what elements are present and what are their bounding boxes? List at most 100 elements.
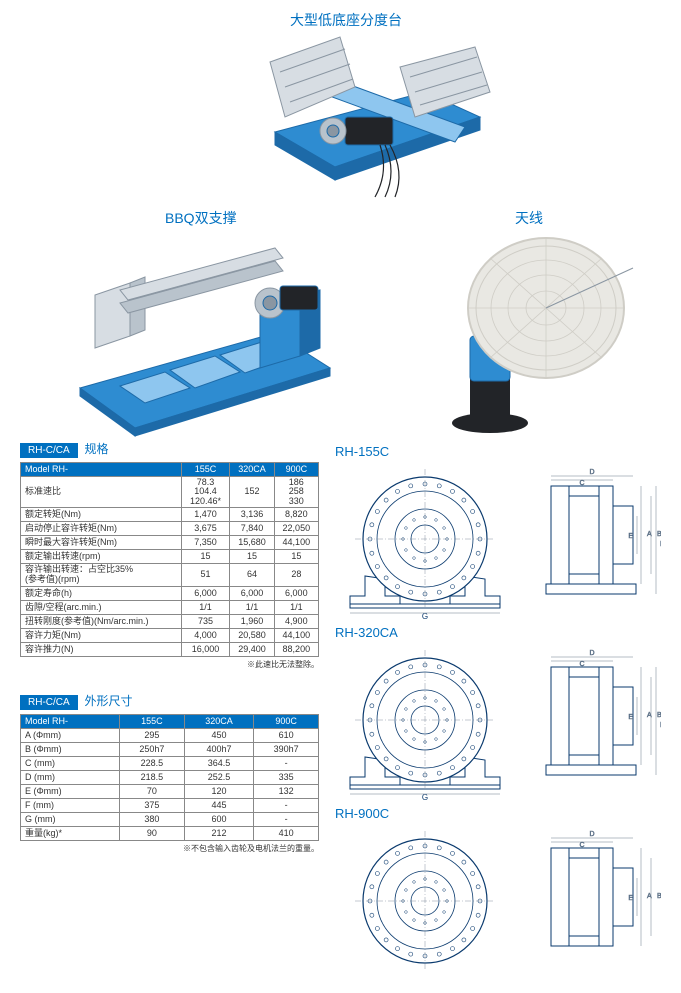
svg-text:G: G	[422, 793, 428, 802]
row-label: 额定转矩(Nm)	[21, 508, 182, 522]
dim-section-head: RH-C/CA 外形尺寸	[20, 692, 319, 710]
spec-subtitle: 规格	[84, 442, 108, 456]
table-row: 重量(kg)*90212410	[21, 827, 319, 841]
spec-table: Model RH-155C320CA900C 标准速比78.3104.4120.…	[20, 462, 319, 657]
cell: 44,100	[274, 629, 318, 643]
illus-right-label: 天线	[515, 208, 543, 228]
cell: 15	[230, 550, 274, 564]
table-row: G (mm)380600-	[21, 813, 319, 827]
cell: 228.5	[119, 757, 184, 771]
cell: 364.5	[184, 757, 254, 771]
cell: 29,400	[230, 643, 274, 657]
cell: 152	[230, 477, 274, 508]
table-row: 额定输出转速(rpm)151515	[21, 550, 319, 564]
row-label: 标准速比	[21, 477, 182, 508]
cell: 44,100	[274, 536, 318, 550]
cell: -	[254, 757, 319, 771]
cell: 380	[119, 813, 184, 827]
cell: 400h7	[184, 743, 254, 757]
cell: 295	[119, 729, 184, 743]
cell: -	[254, 799, 319, 813]
col-155C: 155C	[119, 715, 184, 729]
cell: 7,840	[230, 522, 274, 536]
row-label: 容许输出转速：占空比35% (参考值)(rpm)	[21, 564, 182, 587]
spec-footnote: ※此速比无法整除。	[20, 659, 319, 670]
diagram-label: RH-900C	[335, 806, 661, 821]
cell: 15	[181, 550, 230, 564]
row-label: F (mm)	[21, 799, 120, 813]
table-row: 启动停止容许转矩(Nm)3,6757,84022,050	[21, 522, 319, 536]
cell: 335	[254, 771, 319, 785]
cell: 250h7	[119, 743, 184, 757]
illustrations-area: 大型低底座分度台	[20, 10, 661, 440]
cell: 186258330	[274, 477, 318, 508]
row-label: 额定寿命(h)	[21, 587, 182, 601]
svg-text:E: E	[628, 895, 633, 902]
cell: 390h7	[254, 743, 319, 757]
diagram-row: G D C A B E F	[335, 461, 661, 621]
dim-table: Model RH-155C320CA900C A (Φmm)295450610B…	[20, 714, 319, 841]
illus-left	[75, 228, 335, 438]
cell: 610	[254, 729, 319, 743]
svg-text:C: C	[579, 480, 584, 487]
spec-tag: RH-C/CA	[20, 443, 78, 458]
col-320CA: 320CA	[230, 463, 274, 477]
cell: 51	[181, 564, 230, 587]
cell: 212	[184, 827, 254, 841]
spec-section-head: RH-C/CA 规格	[20, 440, 319, 458]
dim-tag: RH-C/CA	[20, 695, 78, 710]
cell: 64	[230, 564, 274, 587]
cell: 15,680	[230, 536, 274, 550]
svg-text:C: C	[579, 661, 584, 668]
illus-right	[428, 228, 638, 438]
row-label: D (mm)	[21, 771, 120, 785]
cell: 22,050	[274, 522, 318, 536]
row-label: C (mm)	[21, 757, 120, 771]
row-label: G (mm)	[21, 813, 120, 827]
table-row: D (mm)218.5252.5335	[21, 771, 319, 785]
svg-text:E: E	[628, 714, 633, 721]
cell: 90	[119, 827, 184, 841]
row-label: 瞬时最大容许转矩(Nm)	[21, 536, 182, 550]
table-row: 齿隙/空程(arc.min.)1/11/11/1	[21, 601, 319, 615]
cell: 8,820	[274, 508, 318, 522]
table-row: B (Φmm)250h7400h7390h7	[21, 743, 319, 757]
illus-left-label: BBQ双支撑	[165, 208, 237, 228]
diagram-column: RH-155C G D C A B E F RH-320CA	[335, 440, 661, 973]
svg-text:G: G	[422, 612, 428, 621]
dim-subtitle: 外形尺寸	[84, 694, 132, 708]
cell: 1/1	[181, 601, 230, 615]
row-label: 重量(kg)*	[21, 827, 120, 841]
cell: 3,675	[181, 522, 230, 536]
cell: 1,960	[230, 615, 274, 629]
row-label: 容许力矩(Nm)	[21, 629, 182, 643]
cell: 28	[274, 564, 318, 587]
table-row: 扭转刚度(参考值)(Nm/arc.min.)7351,9604,900	[21, 615, 319, 629]
svg-text:B: B	[657, 531, 661, 538]
svg-text:D: D	[589, 650, 594, 657]
table-row: 瞬时最大容许转矩(Nm)7,35015,68044,100	[21, 536, 319, 550]
col-900C: 900C	[274, 463, 318, 477]
col-model: Model RH-	[21, 715, 120, 729]
cell: 375	[119, 799, 184, 813]
cell: 3,136	[230, 508, 274, 522]
row-label: B (Φmm)	[21, 743, 120, 757]
row-label: 启动停止容许转矩(Nm)	[21, 522, 182, 536]
col-320CA: 320CA	[184, 715, 254, 729]
cell: 6,000	[274, 587, 318, 601]
table-row: E (Φmm)70120132	[21, 785, 319, 799]
table-row: F (mm)375445-	[21, 799, 319, 813]
cell: 78.3104.4120.46*	[181, 477, 230, 508]
cell: 6,000	[181, 587, 230, 601]
diagram-label: RH-155C	[335, 444, 661, 459]
cell: 252.5	[184, 771, 254, 785]
cell: 6,000	[230, 587, 274, 601]
row-label: 扭转刚度(参考值)(Nm/arc.min.)	[21, 615, 182, 629]
cell: 120	[184, 785, 254, 799]
svg-text:B: B	[657, 712, 661, 719]
table-row: 额定转矩(Nm)1,4703,1368,820	[21, 508, 319, 522]
table-row: 标准速比78.3104.4120.46*152186258330	[21, 477, 319, 508]
cell: 20,580	[230, 629, 274, 643]
illus-top-label: 大型低底座分度台	[290, 10, 402, 30]
cell: 1/1	[274, 601, 318, 615]
